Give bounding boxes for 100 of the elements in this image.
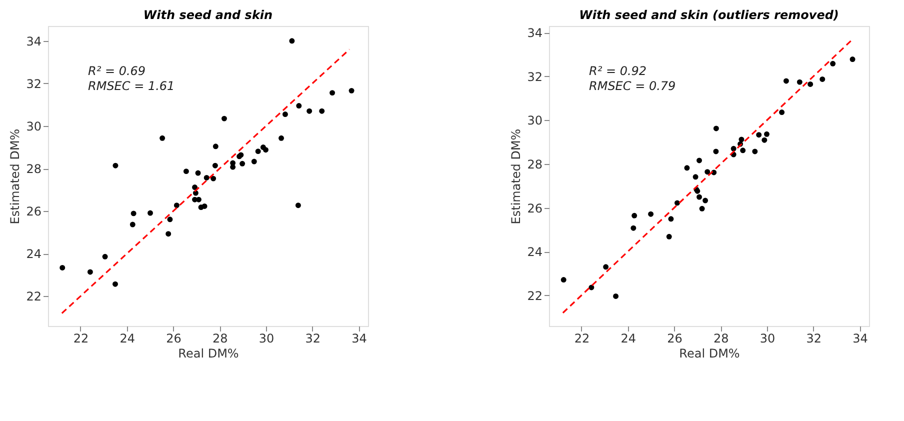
point [240, 160, 246, 166]
point [632, 212, 638, 218]
point [306, 108, 312, 114]
x-tick-label: 30 [760, 332, 776, 346]
x-tick-label: 22 [574, 332, 590, 346]
chart-title: With seed and skin (outliers removed) [579, 8, 839, 22]
point [130, 210, 136, 216]
point [779, 110, 785, 116]
point [166, 231, 172, 237]
x-axis-title: Real DM% [679, 346, 740, 360]
point [183, 168, 189, 174]
point [588, 284, 594, 290]
point [278, 135, 284, 141]
x-tick-label: 22 [73, 332, 89, 346]
x-tick-label: 26 [667, 332, 682, 346]
point [666, 234, 672, 240]
y-tick-label: 28 [527, 157, 542, 172]
y-tick-label: 28 [26, 162, 42, 176]
point [130, 222, 136, 228]
y-tick-label: 32 [26, 76, 42, 91]
point [613, 293, 619, 299]
point [692, 174, 698, 180]
annotation: RMSEC = 0.79 [589, 79, 676, 93]
point [762, 137, 768, 143]
point [330, 90, 336, 96]
y-tick-label: 24 [527, 245, 542, 260]
point [282, 112, 288, 118]
point [112, 281, 118, 287]
point [796, 79, 802, 85]
point [295, 202, 301, 208]
x-axis-title: Real DM% [178, 346, 239, 360]
point [319, 108, 325, 114]
point [296, 103, 302, 109]
x-tick-label: 28 [212, 332, 228, 346]
point [202, 203, 208, 209]
x-tick-label: 32 [305, 332, 320, 346]
point [808, 82, 814, 87]
y-tick-label: 22 [527, 288, 542, 303]
point [699, 206, 705, 212]
point [756, 132, 762, 138]
point [167, 216, 173, 222]
y-tick-label: 34 [26, 34, 42, 48]
point [87, 269, 93, 275]
x-tick-label: 28 [713, 332, 729, 346]
annotation: RMSEC = 1.61 [88, 79, 175, 93]
point [668, 216, 674, 222]
point [730, 146, 736, 152]
y-tick-label: 30 [26, 120, 42, 134]
point [148, 210, 153, 216]
point [210, 176, 216, 182]
point [713, 126, 719, 132]
point [738, 136, 744, 142]
point [830, 60, 836, 66]
y-tick-label: 34 [527, 26, 542, 40]
y-tick-label: 26 [26, 204, 42, 219]
point [289, 38, 295, 44]
point [764, 131, 770, 137]
point [740, 148, 746, 154]
x-tick-label: 32 [806, 332, 822, 346]
point [160, 135, 166, 141]
x-tick-label: 34 [852, 332, 868, 346]
point [102, 254, 108, 260]
point [560, 277, 566, 283]
y-tick-label: 26 [527, 201, 542, 216]
y-tick-label: 32 [527, 70, 542, 84]
y-tick-label: 24 [26, 247, 42, 262]
point [112, 162, 118, 168]
point [212, 162, 218, 168]
point [212, 144, 218, 150]
y-axis-title: Estimated DM% [509, 128, 524, 224]
annotation: R² = 0.69 [88, 64, 146, 78]
point [704, 169, 710, 175]
point [348, 88, 354, 94]
x-tick-label: 34 [352, 332, 367, 346]
x-tick-label: 30 [258, 332, 274, 346]
point [783, 78, 789, 84]
point [221, 116, 227, 122]
point [820, 76, 826, 82]
point [696, 194, 702, 200]
point [630, 225, 636, 231]
annotation: R² = 0.92 [589, 64, 647, 78]
point [696, 158, 702, 164]
y-axis-title: Estimated DM% [8, 128, 22, 224]
point [251, 158, 257, 164]
point [60, 264, 66, 270]
point [263, 147, 268, 153]
point [850, 56, 856, 62]
point [174, 202, 180, 208]
point [204, 174, 210, 180]
point [648, 211, 654, 217]
x-tick-label: 24 [120, 332, 135, 346]
point [603, 264, 609, 270]
point [702, 198, 708, 204]
point [713, 148, 719, 154]
point [192, 184, 198, 190]
point [195, 170, 201, 176]
point [684, 165, 690, 171]
y-tick-label: 22 [26, 290, 42, 304]
x-tick-label: 24 [620, 332, 636, 346]
point [255, 148, 261, 154]
